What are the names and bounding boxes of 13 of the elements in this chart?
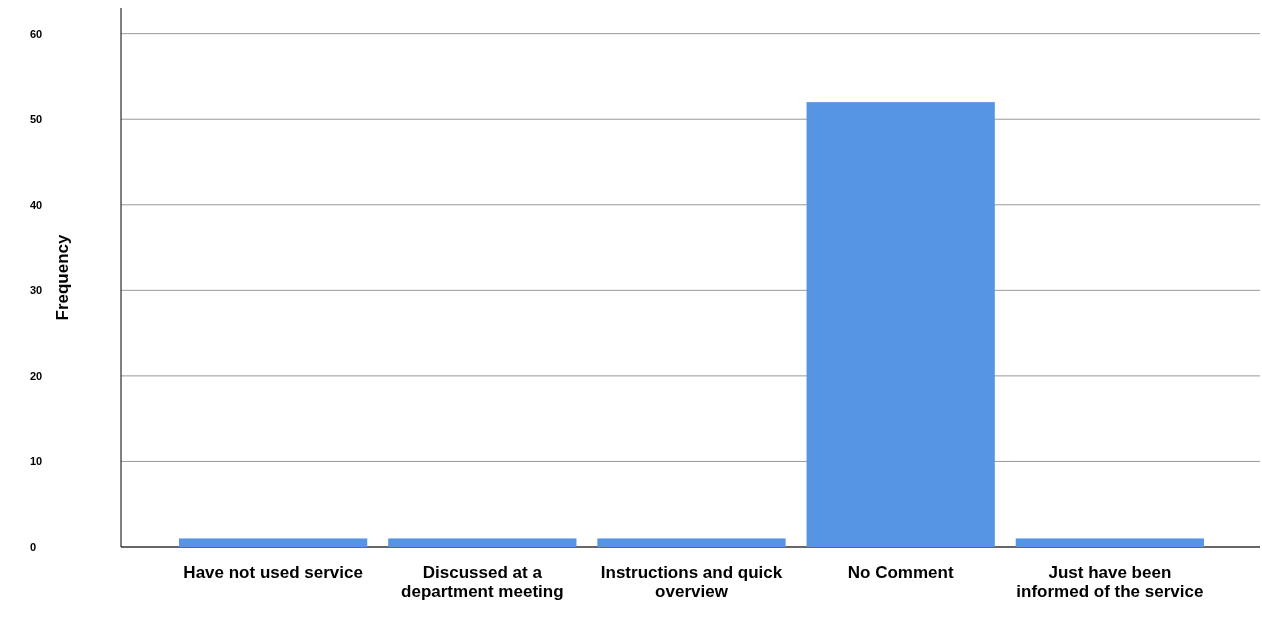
x-tick-label: Discussed at a department meeting <box>401 563 564 601</box>
y-axis-title: Frequency <box>53 233 72 321</box>
x-tick-label: Instructions and quick overview <box>600 563 783 601</box>
y-tick-label: 0 <box>30 541 37 554</box>
y-tick-label: 40 <box>30 198 43 211</box>
y-tick-label: 10 <box>30 455 43 468</box>
x-tick-label: Have not used service <box>183 563 363 582</box>
x-tick-label: No Comment <box>847 563 954 582</box>
x-tick-label: Just have been informed of the service <box>1016 563 1204 601</box>
y-tick-label: 30 <box>30 284 43 297</box>
y-tick-label: 20 <box>30 369 43 382</box>
y-tick-label: 50 <box>30 113 43 126</box>
y-tick-label: 60 <box>30 27 43 40</box>
